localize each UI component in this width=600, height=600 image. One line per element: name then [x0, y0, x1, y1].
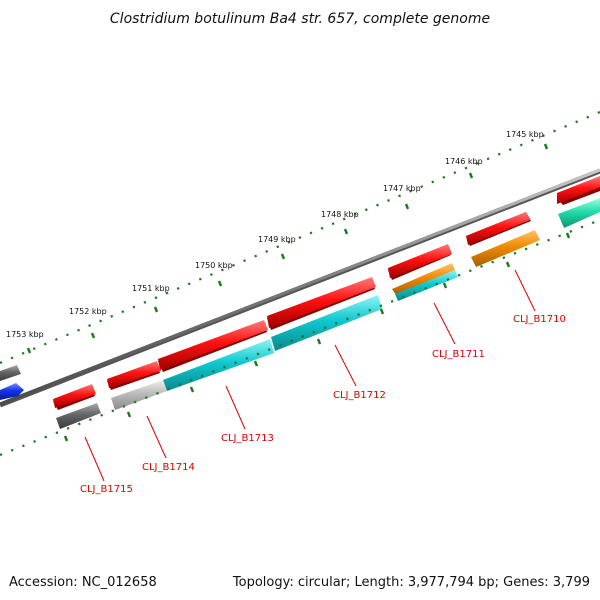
- gene-label: CLJ_B1712: [333, 390, 386, 401]
- cds-bar: [395, 270, 458, 301]
- gene-arrow: [0, 365, 21, 381]
- cds-bar: [56, 403, 101, 429]
- accession-text: Accession: NC_012658: [9, 575, 157, 590]
- gene-arrow: [158, 320, 268, 370]
- outer-major-ticks: [26, 143, 549, 354]
- gene-label: CLJ_B1714: [142, 462, 195, 473]
- gene-label: CLJ_B1711: [432, 349, 485, 360]
- kbp-label: 1747 kbp: [383, 184, 421, 193]
- gene-arrow: [388, 244, 452, 278]
- gene-arrow: [466, 212, 530, 245]
- gene-arrow: [557, 176, 600, 204]
- kbp-label: 1750 kbp: [195, 261, 233, 270]
- cds-features: [56, 198, 600, 429]
- kbp-label: 1746 kbp: [445, 157, 483, 166]
- outer-tick-track: [0, 110, 600, 365]
- genome-backbone: [0, 168, 600, 408]
- map-title: Clostridium botulinum Ba4 str. 657, comp…: [110, 11, 490, 27]
- gene-arrow: [267, 277, 376, 328]
- kbp-labels: 1745 kbp 1746 kbp 1747 kbp 1748 kbp 1749…: [6, 130, 544, 339]
- genome-summary-text: Topology: circular; Length: 3,977,794 bp…: [232, 575, 590, 590]
- cds-bar: [111, 380, 167, 410]
- cds-bar: [471, 230, 540, 267]
- forward-strand-genes: [0, 176, 600, 410]
- cds-bar: [392, 263, 455, 295]
- cds-bar: [271, 295, 382, 351]
- kbp-label: 1745 kbp: [506, 130, 544, 139]
- gene-labels: CLJ_B1710 CLJ_B1711 CLJ_B1712 CLJ_B1713 …: [80, 314, 566, 495]
- inner-tick-track: [0, 218, 600, 457]
- kbp-label: 1749 kbp: [258, 235, 296, 244]
- kbp-label: 1751 kbp: [132, 284, 170, 293]
- cds-bar: [558, 198, 600, 228]
- gene-label: CLJ_B1710: [513, 314, 566, 325]
- gene-arrow: [107, 361, 161, 388]
- inner-major-ticks: [63, 232, 571, 442]
- cds-bar: [163, 339, 274, 391]
- kbp-label: 1748 kbp: [321, 210, 359, 219]
- gene-arrow: [53, 384, 96, 408]
- kbp-label: 1752 kbp: [69, 307, 107, 316]
- gene-label: CLJ_B1713: [221, 433, 274, 444]
- gene-arrow: [0, 383, 24, 400]
- gene-label: CLJ_B1715: [80, 484, 133, 495]
- outer-dotted-track: [0, 110, 600, 365]
- label-leaders: [84, 269, 536, 482]
- kbp-label: 1753 kbp: [6, 330, 44, 339]
